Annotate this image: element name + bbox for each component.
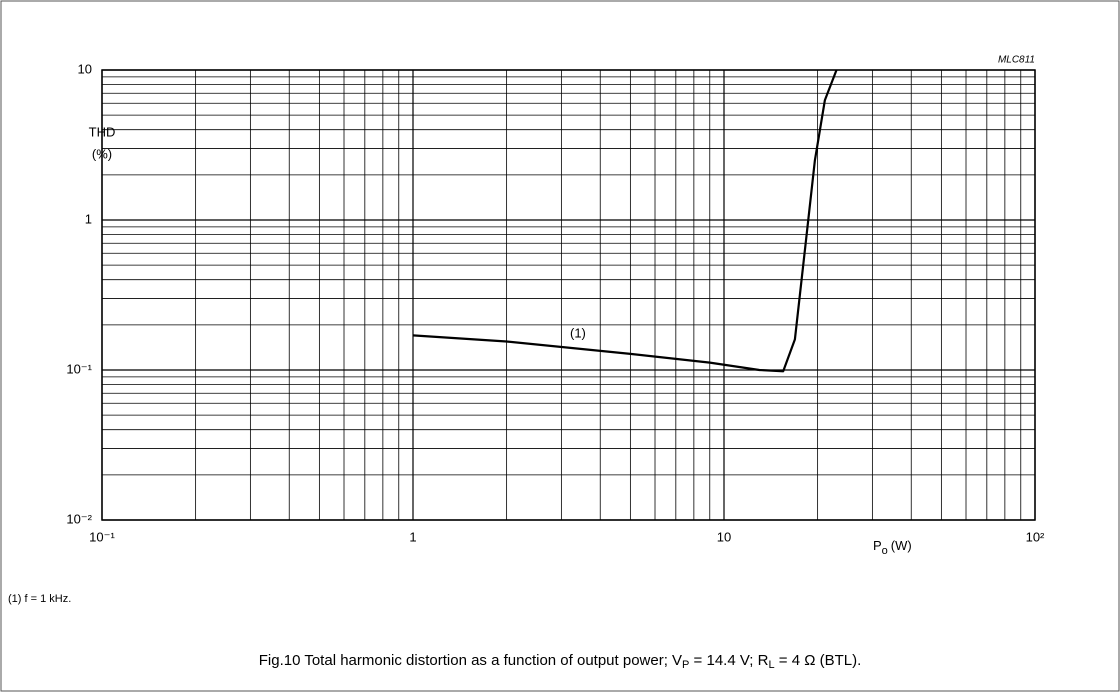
curve (412, 69, 838, 373)
y-tick-label: 10⁻¹ (66, 361, 92, 376)
caption-text: = 4 Ω (BTL). (775, 652, 862, 669)
caption-text: Fig.10 Total harmonic distortion as a fu… (259, 652, 682, 669)
y-tick-label: 10⁻² (66, 511, 92, 526)
figure-code: MLC811 (998, 55, 1035, 66)
y-tick-label: 1 (85, 211, 92, 226)
x-label: Po (W) (873, 538, 912, 556)
x-label-symbol: P (873, 538, 882, 553)
x-label-subscript: o (882, 545, 888, 557)
caption-subscript: P (682, 659, 689, 671)
x-tick-label: 1 (409, 529, 416, 544)
caption-text: = 14.4 V; R (689, 652, 768, 669)
curve-annotation: (1) (570, 325, 586, 340)
footnote: (1) f = 1 kHz. (8, 593, 71, 605)
x-tick-label: 10² (1026, 529, 1045, 544)
x-label-unit: (W) (891, 538, 912, 553)
plot-border (101, 69, 1036, 521)
y-tick-label: 10 (78, 61, 92, 76)
x-tick-label: 10⁻¹ (89, 529, 115, 544)
x-tick-label: 10 (717, 529, 731, 544)
caption-subscript: L (768, 659, 774, 671)
grid (101, 69, 1036, 521)
caption: Fig.10 Total harmonic distortion as a fu… (259, 652, 862, 671)
